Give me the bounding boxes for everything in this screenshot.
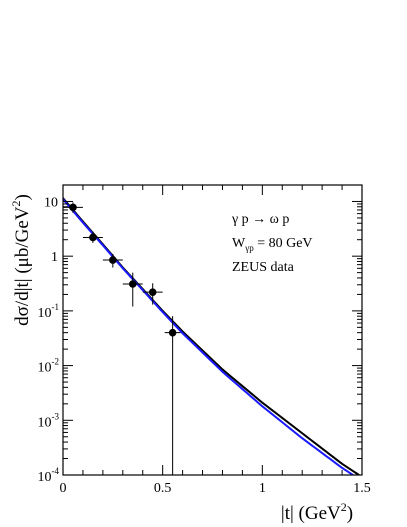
x-axis-label: |t| (GeV2) (281, 500, 353, 524)
x-axis: 0 0.5 1 1.5 (60, 185, 371, 496)
data-point-marker (148, 288, 157, 296)
data-point-marker (109, 256, 117, 264)
y-axis: 10 1 10-1 10-2 10-3 10-4 (38, 195, 362, 485)
reaction-annotation: γ p → ω p (231, 212, 289, 227)
data-point (102, 253, 123, 268)
y-tick-label: 10-1 (38, 302, 60, 321)
data-points-layer (63, 202, 181, 475)
x-tick-label: 1.5 (353, 481, 371, 496)
data-point (164, 316, 181, 475)
data-point (142, 283, 163, 305)
y-tick-label: 10-4 (38, 466, 60, 485)
data-point (82, 231, 103, 243)
y-tick-label: 10-3 (38, 411, 60, 430)
y-tick-label: 10 (44, 195, 58, 210)
data-point-marker (128, 280, 137, 288)
data-point-marker (69, 203, 77, 212)
annotation-block: γ p → ω p Wγp = 80 GeV ZEUS data (231, 212, 313, 275)
energy-annotation: Wγp = 80 GeV (232, 236, 313, 253)
dataset-annotation: ZEUS data (232, 260, 295, 275)
data-point-marker (168, 328, 177, 337)
y-tick-label: 10-2 (38, 357, 60, 376)
y-tick-label: 1 (51, 250, 58, 265)
y-axis-label: dσ/d|t| (μb/GeV2) (9, 194, 33, 326)
curve-layer (63, 197, 360, 475)
x-tick-label: 1 (259, 481, 266, 496)
plot-frame (62, 184, 363, 476)
data-point (63, 202, 83, 213)
x-tick-label: 0.5 (154, 481, 172, 496)
model-curve-1 (63, 197, 360, 475)
x-tick-label: 0 (60, 481, 67, 496)
data-point-marker (89, 233, 97, 242)
data-point (122, 272, 143, 307)
